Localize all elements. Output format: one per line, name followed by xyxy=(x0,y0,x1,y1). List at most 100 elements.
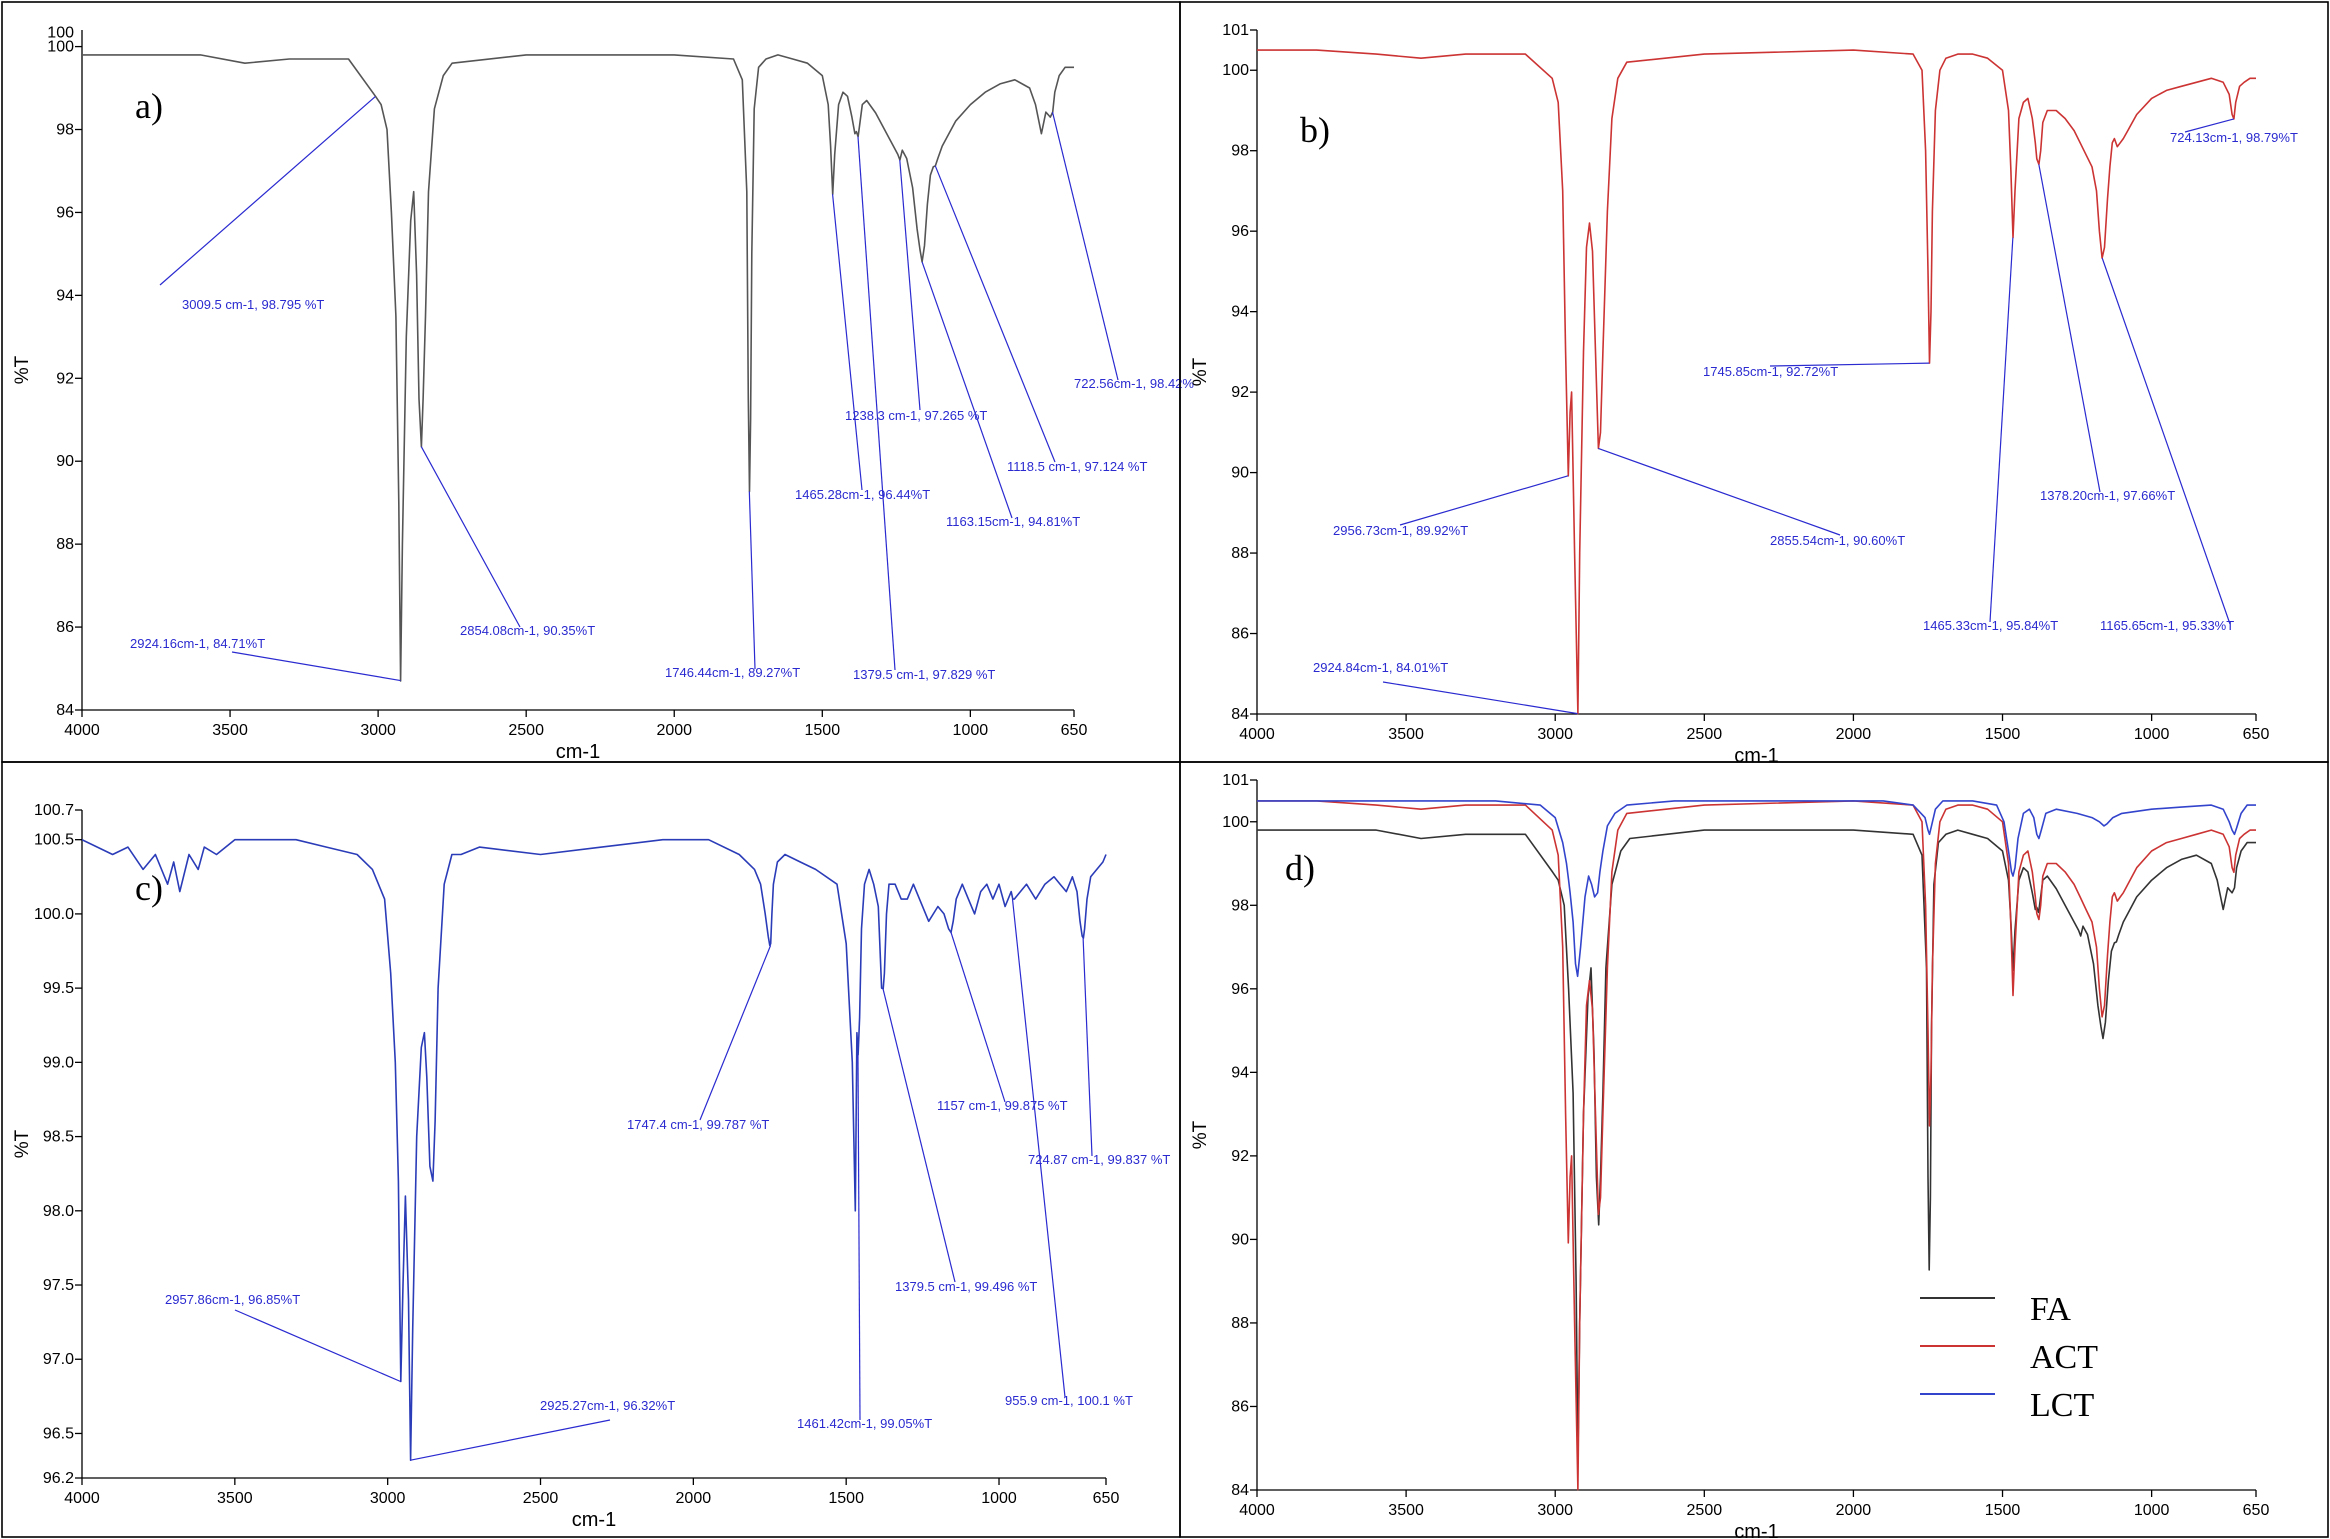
x-tick-label: 2500 xyxy=(508,722,544,739)
y-tick-label: 84 xyxy=(1231,706,1249,723)
annotation-leader xyxy=(234,1309,401,1383)
peak-annotation: 724.87 cm-1, 99.837 %T xyxy=(1028,1152,1170,1167)
annotation-leader xyxy=(1399,475,1569,526)
y-tick-label: 84 xyxy=(1231,1482,1249,1499)
panel-d: 4000 3500 3000 2500 2000 1500 1000 650 84 86 88 90 9… xyxy=(1179,761,2329,1539)
y-tick-label: 96 xyxy=(1231,223,1249,240)
peak-annotation: 1746.44cm-1, 89.27%T xyxy=(665,665,800,680)
annotation-leader xyxy=(1598,447,1841,536)
annotation-leader xyxy=(1989,237,2014,623)
y-tick-label: 92 xyxy=(1231,1148,1249,1165)
peak-annotation: 2957.86cm-1, 96.85%T xyxy=(165,1292,300,1307)
annotation-leader xyxy=(2038,164,2101,493)
x-tick-label: 650 xyxy=(1061,722,1088,739)
y-tick-label: 96.5 xyxy=(43,1425,74,1442)
peak-annotation: 722.56cm-1, 98.42% xyxy=(1074,376,1194,391)
x-tick-label: 3000 xyxy=(1537,726,1573,743)
y-axis-title: %T xyxy=(1190,1120,1211,1149)
annotation-leader xyxy=(899,159,921,411)
x-tick-label: 650 xyxy=(1093,1490,1120,1507)
annotation-leader xyxy=(2184,118,2235,133)
legend-label-fa: FA xyxy=(2030,1291,2071,1328)
y-tick-label: 100.5 xyxy=(34,832,74,849)
peak-annotation: 1465.28cm-1, 96.44%T xyxy=(795,487,930,502)
annotation-leader xyxy=(831,194,863,491)
y-tick-label: 96 xyxy=(56,204,74,221)
annotation-leader xyxy=(1051,111,1119,381)
annotation-leader xyxy=(857,136,896,671)
y-tick-label: 84 xyxy=(56,702,74,719)
y-tick-label: 99.5 xyxy=(43,980,74,997)
annotation-leader xyxy=(1769,362,1930,367)
x-tick-label: 2000 xyxy=(1836,1502,1872,1519)
series-line-fa xyxy=(1257,829,2256,1462)
peak-annotation: 1378.20cm-1, 97.66%T xyxy=(2040,488,2175,503)
x-tick-label: 4000 xyxy=(1239,1502,1275,1519)
legend-label-act: ACT xyxy=(2030,1339,2098,1376)
peak-annotation: 1238.3 cm-1, 97.265 %T xyxy=(845,408,987,423)
peak-annotation: 2855.54cm-1, 90.60%T xyxy=(1770,533,1905,548)
x-tick-label: 2000 xyxy=(1836,726,1872,743)
x-tick-label: 4000 xyxy=(64,1490,100,1507)
panel-a: 4000 3500 3000 2500 2000 1500 1000 650 84 86 88 90 9… xyxy=(1,1,1194,763)
panel-label: b) xyxy=(1300,110,1330,150)
x-tick-label: 3000 xyxy=(370,1490,406,1507)
y-tick-label: 99.0 xyxy=(43,1054,74,1071)
x-tick-label: 3500 xyxy=(1388,726,1424,743)
series-line-lct xyxy=(82,838,1107,1461)
annotation-leader xyxy=(2101,257,2231,625)
panel-frame xyxy=(1179,1,2329,763)
panel-frame xyxy=(1,761,1181,1538)
x-tick-label: 1000 xyxy=(2134,1502,2170,1519)
x-tick-label: 1500 xyxy=(1985,1502,2021,1519)
y-tick-label: 92 xyxy=(1231,384,1249,401)
y-tick-label: 100 xyxy=(47,25,74,42)
y-axis-title: %T xyxy=(12,355,33,384)
peak-annotation: 1379.5 cm-1, 99.496 %T xyxy=(895,1279,1037,1294)
x-tick-label: 1000 xyxy=(981,1490,1017,1507)
y-tick-label: 100.7 xyxy=(34,802,74,819)
y-tick-label: 98 xyxy=(1231,143,1249,160)
y-tick-label: 88 xyxy=(56,536,74,553)
x-tick-label: 3500 xyxy=(217,1490,253,1507)
x-axis-title: cm-1 xyxy=(556,741,600,763)
annotation-leader xyxy=(699,945,772,1121)
series-line-fa xyxy=(82,54,1074,682)
x-tick-label: 3500 xyxy=(212,722,248,739)
peak-annotation: 1461.42cm-1, 99.05%T xyxy=(797,1416,932,1431)
y-tick-label: 98 xyxy=(56,122,74,139)
peak-annotation: 2924.16cm-1, 84.71%T xyxy=(130,636,265,651)
annotation-leader xyxy=(159,96,376,286)
x-tick-label: 2500 xyxy=(1687,1502,1723,1519)
annotation-leader xyxy=(1011,899,1066,1398)
peak-annotation: 1163.15cm-1, 94.81%T xyxy=(946,514,1080,529)
peak-annotation: 2854.08cm-1, 90.35%T xyxy=(460,623,595,638)
series-line-act xyxy=(1257,49,2256,715)
x-tick-label: 3500 xyxy=(1388,1502,1424,1519)
peak-annotation: 1118.5 cm-1, 97.124 %T xyxy=(1007,459,1147,474)
x-tick-label: 1500 xyxy=(828,1490,864,1507)
panel-b: 4000 3500 3000 2500 2000 1500 1000 650 84 86 88 90 9… xyxy=(1179,1,2329,767)
x-tick-label: 2000 xyxy=(656,722,692,739)
annotation-leader xyxy=(420,446,521,628)
y-tick-label: 98.0 xyxy=(43,1203,74,1220)
x-tick-label: 3000 xyxy=(360,722,396,739)
series-line-lct xyxy=(1257,800,2256,978)
y-tick-label: 97.0 xyxy=(43,1351,74,1368)
peak-annotation: 1379.5 cm-1, 97.829 %T xyxy=(853,667,995,682)
x-tick-label: 650 xyxy=(2243,1502,2270,1519)
y-tick-label: 86 xyxy=(1231,626,1249,643)
y-tick-label: 96.2 xyxy=(43,1470,74,1487)
annotation-leader xyxy=(410,1419,611,1461)
y-tick-label: 88 xyxy=(1231,1315,1249,1332)
y-tick-label: 92 xyxy=(56,370,74,387)
annotation-leader xyxy=(1082,938,1093,1157)
x-axis-title: cm-1 xyxy=(1734,1521,1778,1539)
y-tick-label: 100 xyxy=(47,39,74,56)
y-tick-label: 86 xyxy=(1231,1398,1249,1415)
y-tick-label: 100.0 xyxy=(34,906,74,923)
x-tick-label: 1500 xyxy=(1985,726,2021,743)
x-tick-label: 4000 xyxy=(64,722,100,739)
annotation-leader xyxy=(921,261,1013,519)
